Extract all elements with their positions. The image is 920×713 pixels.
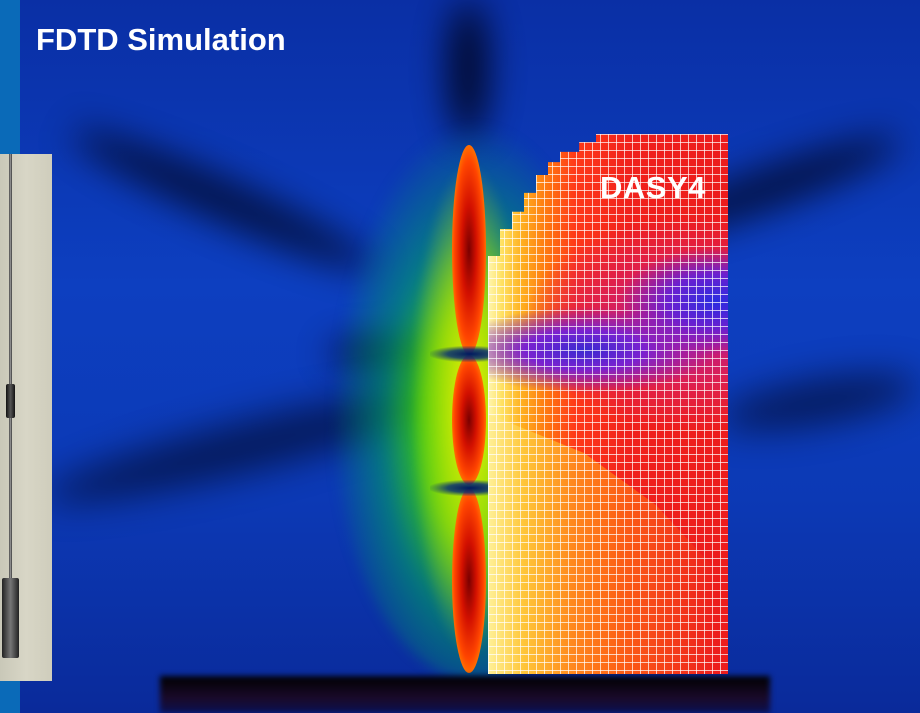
null-upper-left xyxy=(64,114,382,286)
current-lobe-middle xyxy=(452,355,486,485)
null-lower-right xyxy=(715,362,920,442)
antenna-photo xyxy=(0,154,52,681)
page-title: FDTD Simulation xyxy=(36,22,286,57)
dasy4-label: DASY4 xyxy=(600,170,706,205)
current-lobe-top xyxy=(452,145,486,355)
grid-lines xyxy=(488,134,728,674)
antenna-base xyxy=(2,578,19,658)
ground-plane xyxy=(160,676,770,713)
null-top xyxy=(448,0,488,140)
antenna-coil xyxy=(6,384,15,418)
antenna-whip xyxy=(9,154,12,384)
antenna-lower-rod xyxy=(9,418,12,578)
current-lobe-bottom xyxy=(452,488,486,673)
dasy4-measurement-grid xyxy=(488,134,728,674)
